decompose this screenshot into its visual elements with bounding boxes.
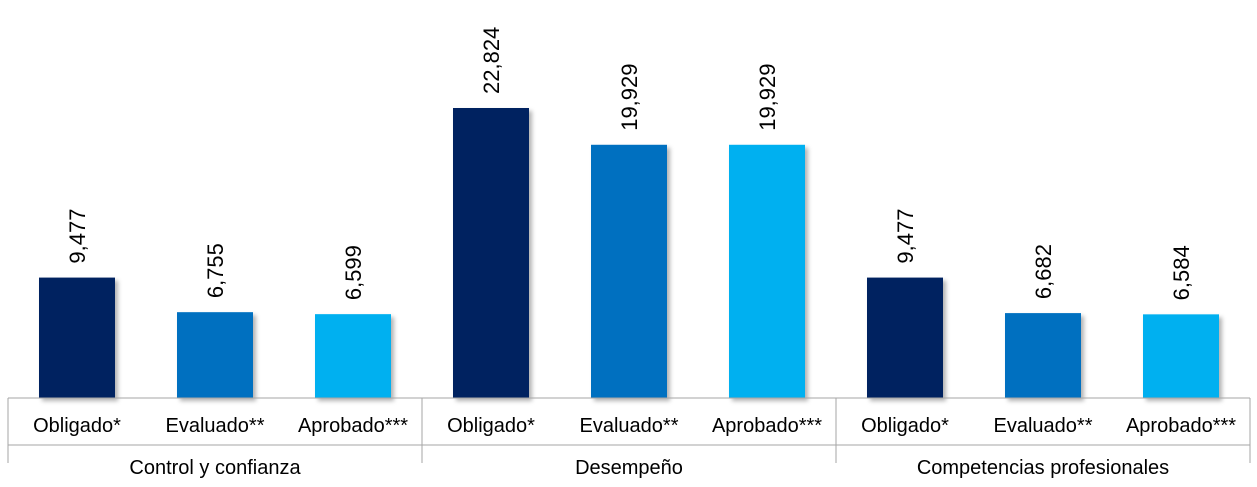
bar [1143,314,1219,398]
category-axis [7,397,1251,463]
category-tick-label: Obligado* [447,415,535,437]
category-tick-label: Evaluado** [580,415,679,437]
labels-layer: 9,477 Obligado* 6,755 Evaluado** 6,599 Aproba… [33,27,1236,479]
group-label: Competencias profesionales [917,457,1169,479]
bar [867,277,943,398]
category-tick-label: Evaluado** [166,415,265,437]
bar [591,144,667,398]
bar [177,312,253,398]
bar [453,108,529,398]
bars-layer [39,108,1219,398]
group-label: Desempeño [575,457,683,479]
data-label: 9,477 [893,209,918,264]
category-tick-label: Aprobado*** [712,415,822,437]
category-tick-label: Aprobado*** [298,415,408,437]
data-label: 6,682 [1031,244,1056,299]
category-tick-label: Aprobado*** [1126,415,1236,437]
data-label: 19,929 [617,63,642,130]
bar [1005,313,1081,398]
category-tick-label: Obligado* [33,415,121,437]
data-label: 19,929 [755,63,780,130]
bar [315,314,391,398]
category-tick-label: Obligado* [861,415,949,437]
group-label: Control y confianza [129,457,301,479]
data-label: 6,755 [203,243,228,298]
bar [729,144,805,398]
data-label: 22,824 [479,27,504,94]
category-tick-label: Evaluado** [994,415,1093,437]
data-label: 6,599 [341,245,366,300]
data-label: 6,584 [1169,245,1194,300]
data-label: 9,477 [65,209,90,264]
bar [39,277,115,398]
